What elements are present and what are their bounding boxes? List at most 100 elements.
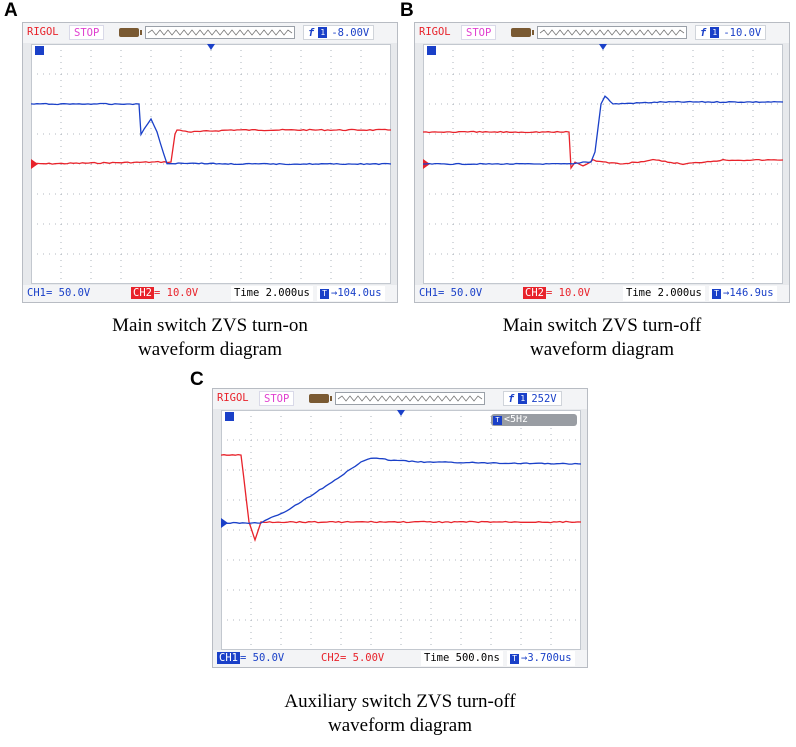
battery-icon <box>119 28 142 37</box>
scope-b-ch2-readout[interactable]: CH2 = 10.0V <box>523 287 591 299</box>
ch2-trace <box>220 453 582 543</box>
scope-b-memory-bar <box>537 26 687 39</box>
time-offset-icon: T <box>510 654 519 664</box>
time-label: Time <box>234 287 260 299</box>
caption-b: Main switch ZVS turn-off waveform diagra… <box>432 314 772 362</box>
rising-edge-icon: f <box>308 27 315 39</box>
scope-a-ch1-readout[interactable]: CH1= 50.0V <box>27 287 91 299</box>
scope-a-memory-bar <box>145 26 295 39</box>
scope-c-screen: T <5Hz <box>220 410 582 650</box>
scope-c-ch2-readout[interactable]: CH2= 5.00V <box>321 652 385 664</box>
grid-dots <box>221 410 581 650</box>
ch1-scale: 50.0V <box>58 287 91 299</box>
panel-a-letter: A <box>4 0 18 21</box>
caption-c: Auxiliary switch ZVS turn-off waveform d… <box>230 690 570 738</box>
scope-c-ch1-readout[interactable]: CH1 = 50.0V <box>217 652 285 664</box>
scope-b-topbar: RIGOL STOP f 1 -10.0V <box>415 23 789 43</box>
trigger-channel-icon: 1 <box>710 27 720 38</box>
caption-b-line2: waveform diagram <box>529 339 675 360</box>
scope-c-waveforms <box>220 410 582 650</box>
scope-a-brand: RIGOL <box>27 26 59 38</box>
scope-b-waveforms <box>422 44 784 284</box>
caption-c-line1: Auxiliary switch ZVS turn-off <box>284 691 516 712</box>
scope-a-ch2-readout[interactable]: CH2 = 10.0V <box>131 287 199 299</box>
scope-b-brand: RIGOL <box>419 26 451 38</box>
time-offset-icon: T <box>712 289 721 299</box>
scope-c-bottombar: CH1 = 50.0V CH2= 5.00V Time 500.0ns T →3.7… <box>213 650 587 667</box>
frequency-badge: T <5Hz <box>491 414 577 426</box>
scope-a-bottombar: CH1= 50.0V CH2 = 10.0V Time 2.000us T →104… <box>23 285 397 302</box>
ch2-scale: 10.0V <box>166 287 199 299</box>
ch1-trace <box>423 95 784 166</box>
ch1-label: CH1 <box>27 287 46 299</box>
time-label: Time <box>626 287 652 299</box>
scope-c-trigger-level: 252V <box>531 393 557 405</box>
battery-icon <box>309 394 332 403</box>
ch1-trace <box>220 457 582 525</box>
time-label: Time <box>424 652 450 664</box>
trigger-channel-icon: 1 <box>318 27 328 38</box>
offset-value: 146.9us <box>729 287 774 299</box>
triangle-down-icon <box>599 44 607 50</box>
battery-icon <box>511 28 534 37</box>
scope-c-offset[interactable]: T →3.700us <box>507 651 575 666</box>
ch1-scale: 50.0V <box>252 652 285 664</box>
scope-c-topbar: RIGOL STOP f 1 252V <box>213 389 587 409</box>
scope-a-offset[interactable]: T →104.0us <box>317 286 385 301</box>
scope-b-run-state[interactable]: STOP <box>461 25 497 40</box>
scope-b-offset[interactable]: T →146.9us <box>709 286 777 301</box>
ch1-label: CH1 <box>217 652 240 664</box>
scope-a: RIGOL STOP f 1 -8.00V CH1= 50.0V CH2 = 10.0… <box>22 22 398 303</box>
trigger-channel-icon: 1 <box>518 393 528 404</box>
scope-c-trigger-box[interactable]: f 1 252V <box>503 391 562 406</box>
triangle-down-icon <box>207 44 215 50</box>
timebase-value: 2.000us <box>265 287 310 299</box>
scope-a-trigger-box[interactable]: f 1 -8.00V <box>303 25 375 40</box>
scope-a-run-state[interactable]: STOP <box>69 25 105 40</box>
memory-wave-icon <box>147 29 293 36</box>
scope-c-memory-bar <box>335 392 485 405</box>
caption-b-line1: Main switch ZVS turn-off <box>502 315 702 336</box>
ch2-label: CH2 <box>131 287 154 299</box>
ch1-scale: 50.0V <box>450 287 483 299</box>
scope-a-screen <box>30 44 392 284</box>
rising-edge-icon: f <box>508 393 515 405</box>
ch2-trace <box>31 128 391 165</box>
frequency-value: <5Hz <box>504 414 529 425</box>
scope-b-trigger-level: -10.0V <box>723 27 762 39</box>
panel-b-letter: B <box>400 0 414 21</box>
ch1-label: CH1 <box>419 287 438 299</box>
trigger-level-icon <box>427 46 436 55</box>
memory-wave-icon <box>539 29 685 36</box>
scope-a-topbar: RIGOL STOP f 1 -8.00V <box>23 23 397 43</box>
scope-b-trigger-box[interactable]: f 1 -10.0V <box>695 25 767 40</box>
scope-c-timebase[interactable]: Time 500.0ns <box>421 651 503 666</box>
ch2-scale: 10.0V <box>558 287 591 299</box>
trigger-level-icon <box>225 412 234 421</box>
caption-a-line2: waveform diagram <box>137 339 283 360</box>
caption-a: Main switch ZVS turn-on waveform diagram <box>40 314 380 362</box>
timebase-value: 2.000us <box>657 287 702 299</box>
scope-b: RIGOL STOP f 1 -10.0V CH1= 50.0V CH2 = 10.0… <box>414 22 790 303</box>
scope-a-timebase[interactable]: Time 2.000us <box>231 286 313 301</box>
panel-c-letter: C <box>190 369 204 390</box>
scope-b-ch1-readout[interactable]: CH1= 50.0V <box>419 287 483 299</box>
ch2-label: CH2 <box>321 652 340 664</box>
scope-b-timebase[interactable]: Time 2.000us <box>623 286 705 301</box>
ch2-label: CH2 <box>523 287 546 299</box>
scope-a-waveforms <box>30 44 392 284</box>
caption-a-line1: Main switch ZVS turn-on <box>112 315 308 336</box>
scope-c: RIGOL STOP f 1 252V T <5Hz CH1 = 50.0V CH2= … <box>212 388 588 668</box>
scope-b-bottombar: CH1= 50.0V CH2 = 10.0V Time 2.000us T →146… <box>415 285 789 302</box>
offset-value: 104.0us <box>337 287 382 299</box>
trigger-freq-icon: T <box>493 416 502 425</box>
scope-c-brand: RIGOL <box>217 392 249 404</box>
time-offset-icon: T <box>320 289 329 299</box>
scope-c-run-state[interactable]: STOP <box>259 391 295 406</box>
scope-a-trigger-level: -8.00V <box>331 27 370 39</box>
memory-wave-icon <box>337 395 483 402</box>
ch2-scale: 5.00V <box>352 652 385 664</box>
ch1-trace <box>30 102 392 166</box>
timebase-value: 500.0ns <box>455 652 500 664</box>
caption-c-line2: waveform diagram <box>327 715 473 736</box>
